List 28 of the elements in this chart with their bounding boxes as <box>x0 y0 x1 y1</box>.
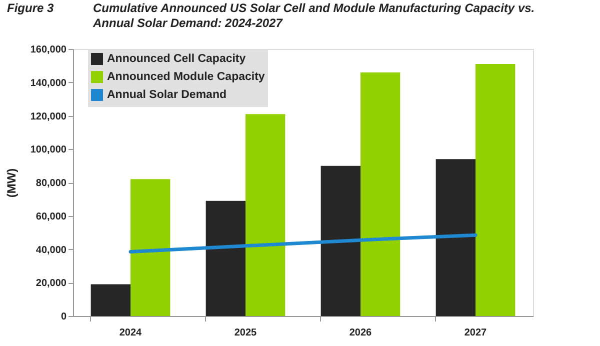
x-tick-label: 2027 <box>464 328 488 338</box>
y-tick-label: 60,000 <box>36 211 67 222</box>
bar <box>436 159 476 316</box>
bar <box>90 284 130 316</box>
y-tick-label: 100,000 <box>30 144 67 156</box>
y-tick-label: 160,000 <box>30 44 67 56</box>
caption: Figure 3 <box>7 1 54 15</box>
bar <box>246 114 286 316</box>
chart-title: Cumulative Announced US Solar Cell and Module Manufacturing Capacity vs. Annual Solar Demand: 2024-2027 <box>92 1 535 30</box>
y-tick-label: 20,000 <box>36 278 67 290</box>
x-tick-label: 2025 <box>234 328 258 338</box>
legend-label: Announced Module Capacity <box>107 71 266 83</box>
x-tick-label: 2024 <box>119 328 142 338</box>
bar <box>206 200 246 316</box>
legend-label: Announced Cell Capacity <box>107 53 246 65</box>
legend-label: Annual Solar Demand <box>107 89 226 101</box>
y-tick-label: 0 <box>60 312 67 322</box>
line-series <box>128 233 478 254</box>
y-axis-title: (MW) <box>4 168 18 198</box>
bar <box>360 72 400 316</box>
y-tick-label: 40,000 <box>36 244 67 256</box>
y-tick-label: 140,000 <box>30 78 67 89</box>
bar <box>476 64 516 316</box>
y-tick-label: 80,000 <box>36 178 67 189</box>
bar <box>130 179 170 316</box>
x-tick-label: 2026 <box>349 328 372 338</box>
bar <box>320 166 360 316</box>
y-tick-label: 120,000 <box>30 111 67 122</box>
